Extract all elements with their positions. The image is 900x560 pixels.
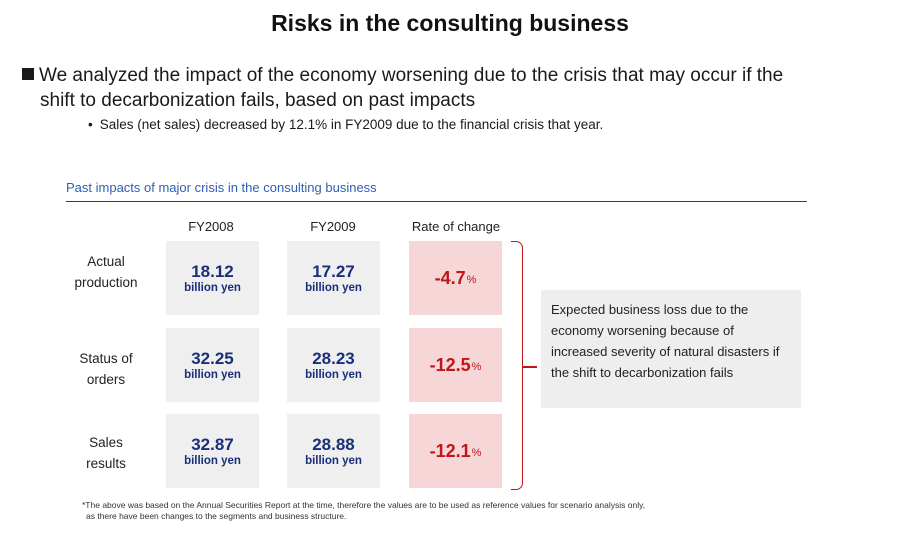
cell-actual-production-rate: -4.7% bbox=[409, 241, 502, 315]
unit: billion yen bbox=[184, 368, 241, 381]
main-bullet: We analyzed the impact of the economy wo… bbox=[22, 63, 882, 113]
sub-bullet: • Sales (net sales) decreased by 12.1% in… bbox=[88, 117, 868, 132]
dot-bullet-icon: • bbox=[88, 117, 93, 132]
footnote: *The above was based on the Annual Secur… bbox=[82, 500, 822, 522]
percent-sign: % bbox=[466, 274, 477, 286]
rate-value: -4.7 bbox=[434, 267, 466, 288]
unit: billion yen bbox=[305, 281, 362, 294]
value: 28.88 bbox=[312, 434, 355, 454]
cell-status-of-orders-fy2008: 32.25 billion yen bbox=[166, 328, 259, 402]
row-label-actual-production: Actual production bbox=[60, 251, 152, 293]
unit: billion yen bbox=[184, 281, 241, 294]
column-header-fy2009: FY2009 bbox=[310, 219, 356, 234]
cell-status-of-orders-fy2009: 28.23 billion yen bbox=[287, 328, 380, 402]
row-label-line1: Status of bbox=[79, 351, 133, 366]
value: 17.27 bbox=[312, 261, 355, 281]
column-header-fy2008: FY2008 bbox=[188, 219, 234, 234]
percent-sign: % bbox=[471, 447, 482, 459]
unit: billion yen bbox=[305, 454, 362, 467]
footnote-line2: as there have been changes to the segmen… bbox=[86, 511, 347, 521]
row-label-status-of-orders: Status of orders bbox=[60, 348, 152, 390]
main-bullet-line2: shift to decarbonization fails, based on… bbox=[40, 90, 476, 111]
percent-sign: % bbox=[471, 361, 482, 373]
rate-value: -12.5 bbox=[429, 354, 471, 375]
row-label-line2: production bbox=[74, 275, 138, 290]
unit: billion yen bbox=[305, 368, 362, 381]
right-brace-bracket bbox=[511, 241, 523, 490]
cell-status-of-orders-rate: -12.5% bbox=[409, 328, 502, 402]
table-caption: Past impacts of major crisis in the cons… bbox=[66, 180, 377, 195]
bracket-pointer bbox=[523, 366, 537, 368]
cell-actual-production-fy2009: 17.27 billion yen bbox=[287, 241, 380, 315]
row-label-line2: results bbox=[86, 456, 126, 471]
main-bullet-line1: We analyzed the impact of the economy wo… bbox=[39, 65, 784, 86]
caption-divider bbox=[66, 201, 807, 202]
row-label-line1: Sales bbox=[89, 435, 123, 450]
value: 32.87 bbox=[191, 434, 234, 454]
rate-value: -12.1 bbox=[429, 440, 471, 461]
page-title: Risks in the consulting business bbox=[271, 10, 629, 36]
row-label-line2: orders bbox=[86, 372, 126, 387]
value: 18.12 bbox=[191, 261, 234, 281]
sub-bullet-text: Sales (net sales) decreased by 12.1% in … bbox=[99, 117, 604, 132]
unit: billion yen bbox=[184, 454, 241, 467]
row-label-sales-results: Sales results bbox=[60, 432, 152, 474]
cell-sales-results-fy2009: 28.88 billion yen bbox=[287, 414, 380, 488]
value: 28.23 bbox=[312, 348, 355, 368]
cell-sales-results-rate: -12.1% bbox=[409, 414, 502, 488]
cell-sales-results-fy2008: 32.87 billion yen bbox=[166, 414, 259, 488]
expected-loss-callout: Expected business loss due to the econom… bbox=[541, 290, 801, 408]
column-header-rate-of-change: Rate of change bbox=[411, 219, 501, 234]
square-bullet-icon bbox=[22, 68, 34, 80]
row-label-line1: Actual bbox=[87, 254, 125, 269]
cell-actual-production-fy2008: 18.12 billion yen bbox=[166, 241, 259, 315]
value: 32.25 bbox=[191, 348, 234, 368]
footnote-line1: *The above was based on the Annual Secur… bbox=[82, 500, 646, 510]
